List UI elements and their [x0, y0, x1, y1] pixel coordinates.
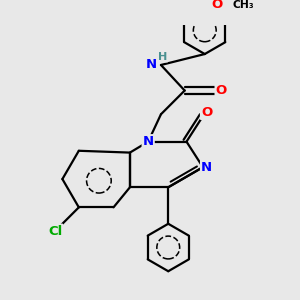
- Text: H: H: [158, 52, 168, 62]
- Text: O: O: [216, 84, 227, 97]
- Text: CH₃: CH₃: [232, 0, 254, 10]
- Text: N: N: [145, 58, 156, 71]
- Text: Cl: Cl: [48, 225, 62, 238]
- Text: O: O: [201, 106, 212, 119]
- Text: N: N: [142, 135, 154, 148]
- Text: O: O: [212, 0, 223, 11]
- Text: N: N: [201, 161, 212, 174]
